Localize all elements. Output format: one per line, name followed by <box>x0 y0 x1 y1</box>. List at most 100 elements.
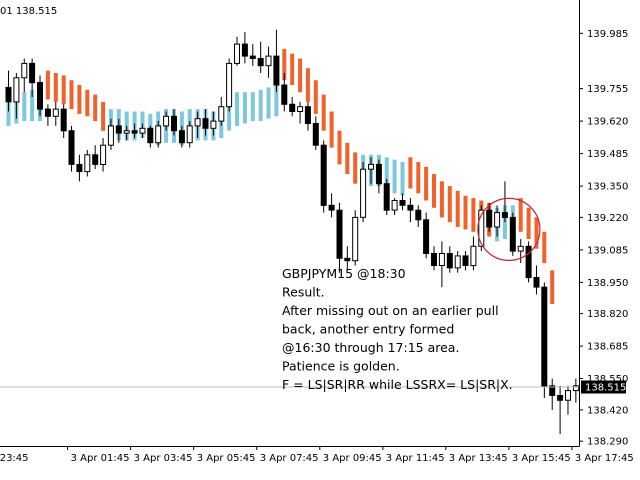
trend-bar <box>400 162 405 196</box>
candle <box>407 198 414 223</box>
y-tick-label: 138.820 <box>587 309 628 320</box>
candle <box>360 162 367 223</box>
candle-body <box>320 144 327 206</box>
candle-body <box>249 55 256 59</box>
candle <box>218 97 225 126</box>
candle <box>312 116 319 150</box>
annotation-layer <box>477 197 541 261</box>
candle <box>328 193 335 218</box>
candle-body <box>328 204 335 211</box>
candle-body <box>37 82 43 110</box>
trend-bar <box>321 94 326 131</box>
candle <box>501 181 508 223</box>
candle-body <box>289 103 296 113</box>
trend-bar <box>392 159 397 194</box>
candle-body <box>344 257 351 262</box>
candle-body <box>68 130 75 165</box>
y-tick-label: 139.350 <box>587 182 628 193</box>
candle-body <box>186 125 193 144</box>
candle-body <box>360 168 367 218</box>
candle <box>391 198 398 215</box>
candle <box>344 246 351 271</box>
trend-bar <box>85 89 90 117</box>
candle-body <box>29 62 36 84</box>
trend-bar <box>61 75 66 105</box>
candle-body <box>257 58 264 67</box>
candle <box>257 41 264 73</box>
candle-body <box>5 86 12 103</box>
note-line: GBPJPYM15 @18:30 <box>282 266 406 281</box>
x-tick-label: 3 Apr 11:45 <box>386 453 445 464</box>
candle-body <box>155 125 162 144</box>
candle <box>163 111 170 131</box>
candle-body <box>44 108 51 117</box>
x-tick-label: 3 Apr 03:45 <box>134 453 193 464</box>
candle-body <box>241 43 248 57</box>
y-tick-label: 138.685 <box>587 342 628 353</box>
candle-body <box>60 108 67 132</box>
candle <box>178 125 185 148</box>
candle <box>21 58 28 93</box>
trend-bar <box>22 92 27 122</box>
y-tick-label: 139.085 <box>587 245 628 256</box>
candle-body <box>478 209 485 247</box>
candle-body <box>391 200 398 211</box>
candle <box>131 123 138 138</box>
candle <box>399 193 406 211</box>
note-line: Result. <box>282 285 325 300</box>
trend-bar <box>258 89 263 122</box>
candle <box>155 121 162 148</box>
trend-bar <box>282 48 287 81</box>
candle-body <box>76 163 83 173</box>
candle <box>29 58 36 97</box>
candle <box>194 111 201 138</box>
candle <box>44 104 51 126</box>
candle-body <box>178 130 185 144</box>
trend-bar <box>45 70 50 100</box>
analysis-note: GBPJPYM15 @18:30 Result. After missing out… <box>282 266 513 392</box>
trend-bar <box>518 198 523 232</box>
y-tick-label: 139.985 <box>587 29 628 40</box>
candle-body <box>297 106 304 112</box>
candle-body <box>171 115 177 132</box>
y-tick-label: 138.290 <box>587 437 628 448</box>
candle-body <box>100 144 107 165</box>
x-tick-label: 3 Apr 07:45 <box>260 453 319 464</box>
trend-bar <box>424 166 429 201</box>
trend-bar <box>290 53 295 85</box>
trend-bar <box>266 87 271 119</box>
trend-bar <box>53 73 58 102</box>
candle-body <box>541 286 548 387</box>
candle-body <box>572 385 579 392</box>
trend-bar <box>455 190 460 227</box>
note-line: F = LS|SR|RR while LSSRX= LS|SR|X. <box>282 377 513 392</box>
candle-body <box>139 127 146 134</box>
candle-body <box>13 77 20 103</box>
candle-body <box>501 212 508 218</box>
candle <box>226 58 233 112</box>
candle <box>423 212 430 259</box>
y-tick-label: 138.420 <box>587 405 628 416</box>
candle <box>281 73 288 112</box>
candle <box>297 101 304 124</box>
trend-bar <box>408 157 413 189</box>
note-line: @16:30 through 17:15 area. <box>282 340 459 355</box>
candle <box>5 70 12 112</box>
candle <box>171 109 177 136</box>
candle <box>383 178 390 215</box>
candle-body <box>509 216 516 252</box>
candle <box>557 385 564 434</box>
candle <box>375 159 382 194</box>
trend-bar <box>463 195 468 230</box>
candle-body <box>234 43 240 64</box>
candle-body <box>494 212 501 228</box>
candles-layer <box>5 29 579 434</box>
trend-bar <box>432 174 436 208</box>
candle-body <box>517 245 524 252</box>
trend-bar <box>313 80 318 114</box>
candle <box>37 75 43 117</box>
candle-body <box>218 106 225 122</box>
trend-bar <box>77 85 82 114</box>
